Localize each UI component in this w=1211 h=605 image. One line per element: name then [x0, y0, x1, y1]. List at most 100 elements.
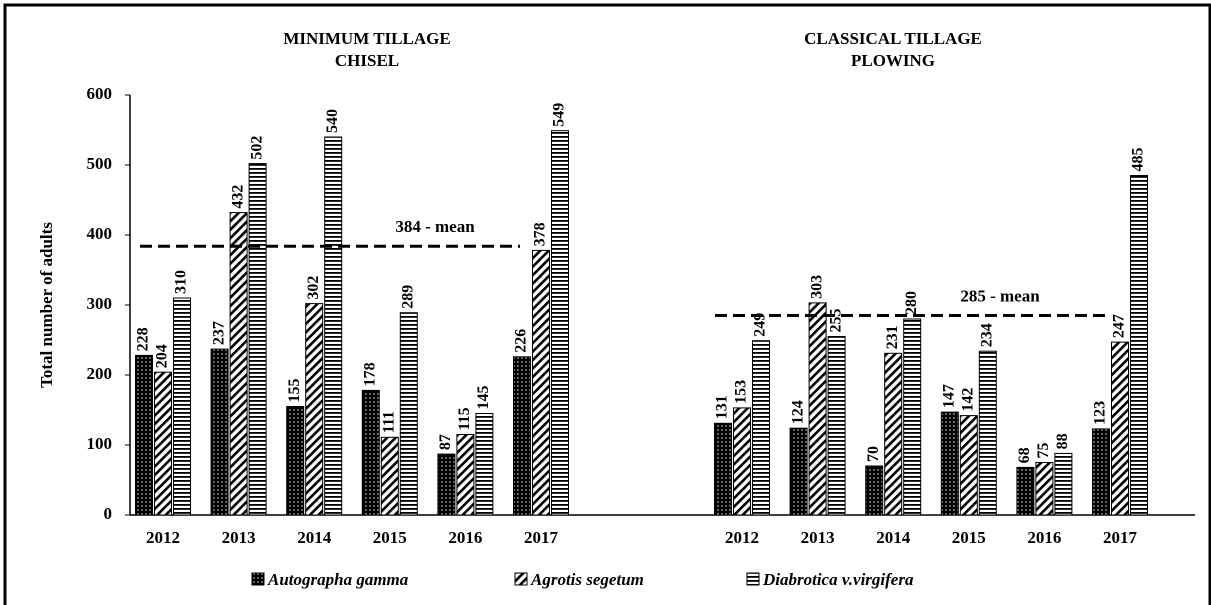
legend-swatch — [251, 572, 265, 586]
bar — [1111, 341, 1129, 516]
x-tick-label: 2014 — [876, 528, 911, 547]
bar — [513, 356, 531, 516]
value-label: 87 — [437, 434, 454, 450]
bar — [173, 297, 191, 516]
bar — [361, 389, 380, 516]
value-label: 502 — [248, 136, 265, 160]
value-label: 310 — [173, 270, 190, 294]
panel-title: CLASSICAL TILLAGE — [804, 29, 982, 48]
bar — [286, 406, 305, 516]
y-tick-label: 600 — [87, 84, 113, 103]
y-tick-label: 500 — [87, 154, 113, 173]
bar — [399, 312, 418, 516]
bar — [827, 336, 846, 516]
legend-label: Diabrotica v.virgifera — [762, 570, 914, 589]
bar — [903, 318, 922, 516]
value-label: 280 — [903, 291, 920, 315]
x-tick-label: 2013 — [801, 528, 835, 547]
value-label: 289 — [399, 285, 416, 309]
value-label: 124 — [789, 400, 806, 424]
value-label: 155 — [286, 379, 303, 403]
bar — [959, 415, 978, 516]
bar — [1035, 462, 1054, 516]
y-axis-label: Total number of adults — [37, 222, 56, 388]
bar — [978, 350, 997, 516]
legend-label: Autographa gamma — [267, 570, 409, 589]
y-tick-label: 200 — [87, 364, 113, 383]
bar — [154, 371, 172, 516]
x-tick-label: 2012 — [725, 528, 759, 547]
x-tick-label: 2016 — [1027, 528, 1061, 547]
value-label: 228 — [135, 327, 152, 351]
bar — [248, 163, 267, 516]
bar — [714, 422, 732, 516]
value-label: 75 — [1035, 443, 1052, 459]
value-label: 234 — [978, 323, 995, 347]
panel-title: MINIMUM TILLAGE — [283, 29, 450, 48]
bar — [789, 427, 808, 516]
bar — [940, 411, 959, 516]
value-label: 142 — [959, 388, 976, 412]
legend-label: Agrotis segetum — [530, 570, 644, 589]
bar — [135, 354, 153, 516]
x-tick-label: 2015 — [373, 528, 407, 547]
value-label: 549 — [551, 103, 568, 127]
mean-label: 384 - mean — [395, 217, 475, 236]
bar — [437, 453, 456, 516]
legend-swatch — [514, 572, 528, 586]
y-tick-label: 300 — [87, 294, 113, 313]
y-tick-label: 0 — [104, 504, 113, 523]
bar — [752, 340, 770, 516]
bar — [229, 212, 248, 516]
value-label: 226 — [513, 329, 530, 353]
value-label: 70 — [865, 446, 882, 462]
value-label: 131 — [714, 395, 731, 419]
value-label: 88 — [1054, 433, 1071, 449]
value-label: 237 — [210, 321, 227, 345]
panel-title: CHISEL — [335, 51, 399, 70]
value-label: 303 — [808, 275, 825, 299]
value-label: 485 — [1130, 148, 1147, 172]
bar — [1016, 466, 1035, 516]
bar — [532, 249, 550, 516]
y-tick-label: 100 — [87, 434, 113, 453]
x-tick-label: 2015 — [952, 528, 986, 547]
value-label: 247 — [1111, 314, 1128, 338]
value-label: 540 — [324, 109, 341, 133]
bar — [210, 348, 229, 516]
x-tick-label: 2017 — [1103, 528, 1138, 547]
value-label: 115 — [456, 407, 473, 430]
bar — [456, 434, 475, 516]
bar — [808, 302, 827, 516]
x-tick-label: 2012 — [146, 528, 180, 547]
value-label: 68 — [1016, 447, 1033, 463]
bar — [1092, 428, 1110, 516]
value-label: 231 — [884, 325, 901, 349]
value-label: 147 — [940, 384, 957, 408]
bar — [305, 303, 324, 516]
bar — [733, 407, 751, 516]
value-label: 178 — [361, 362, 378, 386]
panel-title: PLOWING — [851, 51, 935, 70]
value-label: 249 — [752, 313, 769, 337]
legend-swatch — [746, 572, 760, 586]
bar — [1130, 175, 1148, 516]
value-label: 153 — [733, 380, 750, 404]
bar — [551, 130, 569, 516]
bar — [1054, 452, 1073, 516]
x-tick-label: 2016 — [448, 528, 482, 547]
value-label: 255 — [827, 309, 844, 333]
mean-label: 285 - mean — [960, 287, 1040, 306]
value-label: 302 — [305, 276, 322, 300]
value-label: 123 — [1092, 401, 1109, 425]
value-label: 204 — [154, 344, 171, 368]
bar — [380, 436, 399, 516]
y-tick-label: 400 — [87, 224, 113, 243]
value-label: 378 — [532, 222, 549, 246]
x-tick-label: 2014 — [297, 528, 332, 547]
bar — [324, 136, 343, 516]
bar — [884, 352, 903, 516]
value-label: 111 — [380, 411, 397, 433]
bar — [865, 465, 884, 516]
